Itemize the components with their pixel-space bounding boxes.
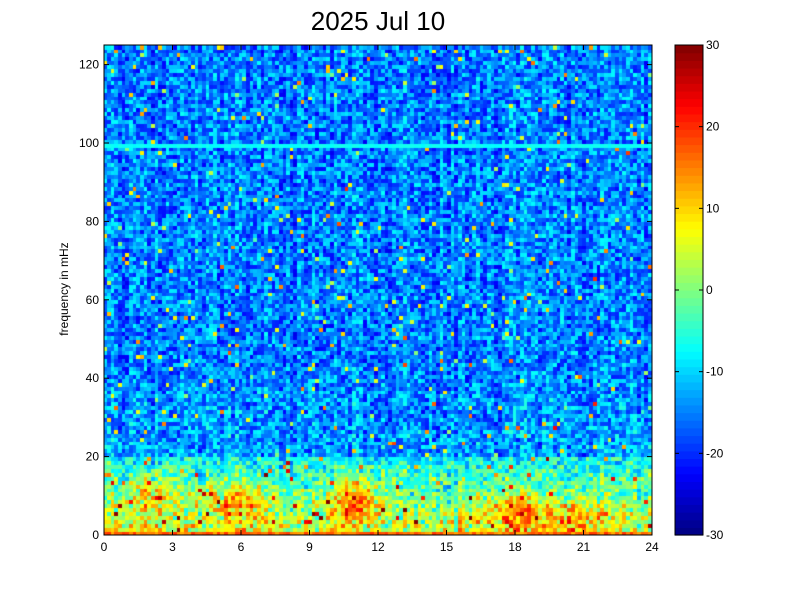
x-tick-label: 6: [238, 540, 245, 554]
colorbar-segment: [675, 320, 703, 329]
colorbar-tick-label: -20: [706, 446, 724, 460]
colorbar-segment: [675, 236, 703, 245]
chart-title: 2025 Jul 10: [310, 6, 446, 36]
colorbar-segment: [675, 512, 703, 521]
colorbar-segment: [675, 83, 703, 92]
colorbar-segment: [675, 274, 703, 283]
colorbar-segment: [675, 60, 703, 69]
colorbar-segment: [675, 90, 703, 100]
colorbar-segment: [675, 113, 703, 123]
x-tick-label: 18: [508, 540, 522, 554]
colorbar-tick-label: 0: [706, 283, 713, 297]
colorbar-segment: [675, 351, 703, 360]
colorbar-segment: [675, 282, 703, 291]
colorbar-segment: [675, 129, 703, 138]
colorbar-segment: [675, 205, 703, 215]
colorbar-segment: [675, 527, 703, 536]
colorbar-segment: [675, 136, 703, 146]
colorbar-segment: [675, 290, 703, 299]
colorbar-segment: [675, 450, 703, 460]
colorbar-segment: [675, 466, 703, 475]
colorbar-ticks: -30 -20 -10 0 10 20 30: [675, 38, 724, 542]
colorbar-segment: [675, 198, 703, 207]
colorbar-segment: [675, 251, 703, 260]
colorbar-segment: [675, 481, 703, 490]
x-tick-label: 9: [306, 540, 313, 554]
colorbar-segment: [675, 312, 703, 322]
colorbar-segment: [675, 106, 703, 115]
colorbar-segment: [675, 159, 703, 169]
colorbar-segment: [675, 435, 703, 444]
colorbar-segment: [675, 167, 703, 176]
colorbar-segment: [675, 427, 703, 437]
colorbar-tick-label: 20: [706, 120, 720, 134]
colorbar-segment: [675, 519, 703, 528]
colorbar-segment: [675, 182, 703, 192]
y-tick-label: 80: [86, 214, 100, 228]
colorbar-segment: [675, 389, 703, 398]
colorbar-segment: [675, 374, 703, 383]
colorbar-segment: [675, 343, 703, 352]
colorbar-segment: [675, 152, 703, 161]
colorbar-segment: [675, 121, 703, 130]
colorbar-segment: [675, 496, 703, 505]
colorbar-segment: [675, 244, 703, 253]
colorbar-segment: [675, 297, 703, 306]
colorbar-segment: [675, 45, 703, 54]
colorbar-segment: [675, 75, 703, 84]
heatmap-cells: [104, 45, 652, 535]
colorbar-segment: [675, 412, 703, 421]
x-axis-ticks: 0 3 6 9 12 15 18 21 24: [101, 45, 659, 554]
y-tick-label: 120: [79, 58, 99, 72]
colorbar-segment: [675, 228, 703, 238]
colorbar-tick-label: 30: [706, 38, 720, 52]
colorbar-segment: [675, 67, 703, 77]
colorbar-segment: [675, 397, 703, 406]
colorbar-segment: [675, 381, 703, 391]
colorbar-segment: [675, 175, 703, 184]
colorbar-segment: [675, 190, 703, 199]
colorbar-segment: [675, 473, 703, 483]
x-tick-label: 0: [101, 540, 108, 554]
colorbar-tick-label: 10: [706, 201, 720, 215]
spectrogram-heatmap: [104, 45, 652, 535]
colorbar-segment: [675, 305, 703, 314]
x-tick-label: 12: [371, 540, 385, 554]
colorbar-segment: [675, 404, 703, 414]
colorbar-segment: [675, 213, 703, 222]
colorbar-segment: [675, 328, 703, 337]
colorbar-segment: [675, 504, 703, 513]
y-tick-label: 20: [86, 450, 100, 464]
colorbar-segment: [675, 458, 703, 467]
colorbar-segment: [675, 420, 703, 429]
x-tick-label: 24: [645, 540, 659, 554]
x-tick-label: 15: [440, 540, 454, 554]
x-tick-label: 21: [577, 540, 591, 554]
colorbar-segment: [675, 358, 703, 368]
colorbar-segment: [675, 52, 703, 61]
x-tick-label: 3: [169, 540, 176, 554]
colorbar-segment: [675, 335, 703, 345]
colorbar-segment: [675, 489, 703, 498]
colorbar: [674, 44, 704, 536]
colorbar-segment: [675, 98, 703, 107]
y-tick-label: 0: [92, 528, 99, 542]
colorbar-tick-label: -10: [706, 365, 724, 379]
y-tick-label: 60: [86, 293, 100, 307]
colorbar-segment: [675, 366, 703, 375]
colorbar-tick-label: -30: [706, 528, 724, 542]
y-tick-label: 40: [86, 371, 100, 385]
colorbar-segment: [675, 443, 703, 452]
y-tick-label: 100: [79, 136, 99, 150]
colorbar-segment: [675, 221, 703, 230]
colorbar-segment: [675, 144, 703, 153]
colorbar-segment: [675, 259, 703, 268]
colorbar-segment: [675, 267, 703, 276]
y-axis-ticks: 0 20 40 60 80 100 120: [79, 58, 652, 542]
